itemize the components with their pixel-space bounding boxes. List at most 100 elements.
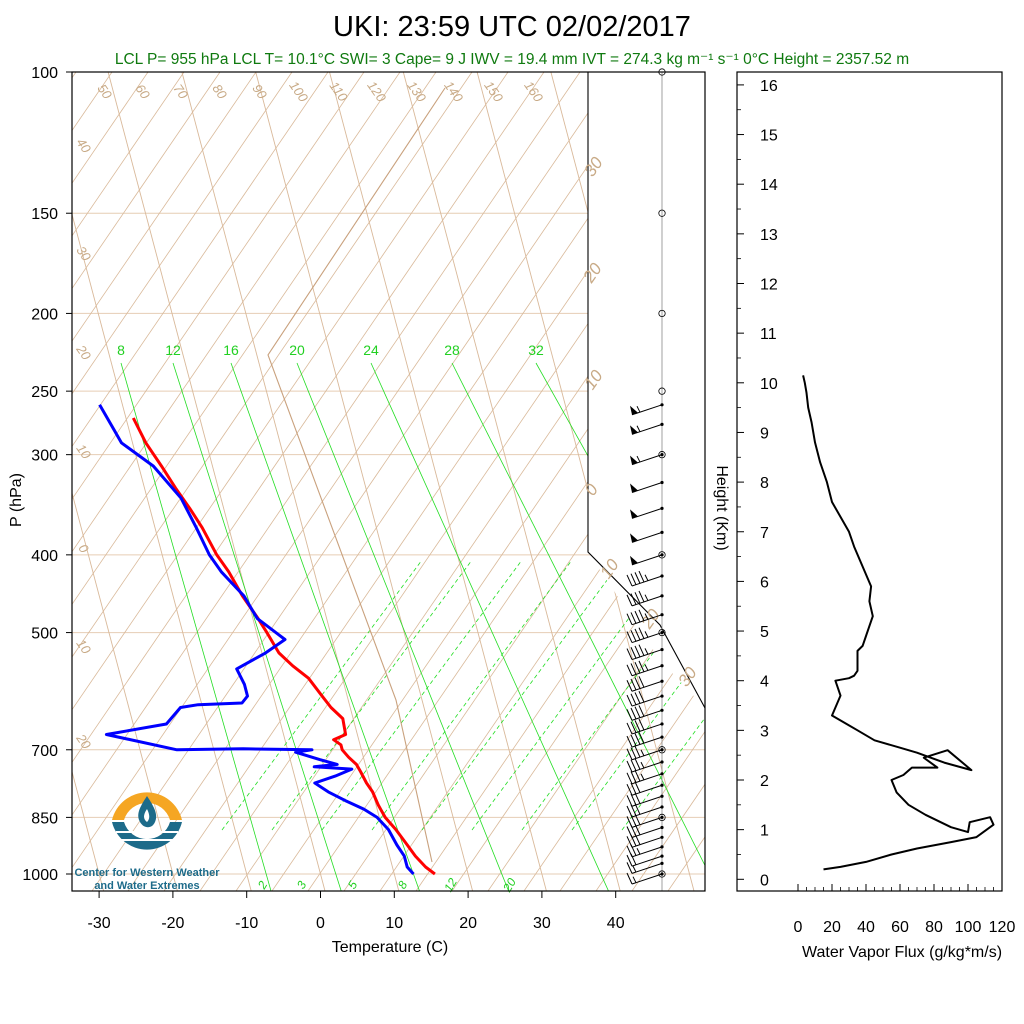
skewt-plot-frame bbox=[71, 71, 706, 892]
wind-barb bbox=[626, 609, 664, 626]
wind-barb bbox=[630, 530, 664, 543]
barb-level-marker bbox=[658, 551, 666, 559]
mixing-ratio-line bbox=[172, 362, 342, 891]
dry-adiabat-line bbox=[72, 72, 617, 869]
isotherm-label-left: 40 bbox=[73, 135, 94, 156]
dry-adiabat-line bbox=[72, 72, 185, 237]
dry-adiabat-line bbox=[72, 72, 581, 816]
moist-adiabat-line bbox=[621, 717, 705, 831]
barb-level-marker bbox=[658, 387, 666, 395]
y-tick-label: 1000 bbox=[22, 867, 58, 884]
flux-x-tick-label: 60 bbox=[891, 919, 909, 936]
isotherm-label-top: 140 bbox=[441, 78, 466, 105]
isotherm-line bbox=[255, 72, 474, 891]
flux-y-tick-label: 10 bbox=[760, 376, 778, 393]
flux-x-axis-label: Water Vapor Flux (g/kg*m/s) bbox=[802, 944, 1002, 961]
wind-barb bbox=[626, 758, 664, 773]
dry-adiabat-line bbox=[523, 625, 705, 891]
dry-adiabat-line bbox=[72, 72, 509, 711]
flux-y-tick-label: 6 bbox=[760, 574, 769, 591]
mixing-ratio-label-bottom: 12 bbox=[441, 875, 460, 894]
barb-level-marker bbox=[658, 309, 666, 318]
mixing-ratio-line bbox=[451, 362, 705, 867]
flux-series bbox=[802, 375, 995, 871]
wind-barb bbox=[626, 660, 664, 677]
isotherm-label-top: 50 bbox=[94, 81, 115, 102]
flux-x-tick-label: 40 bbox=[857, 919, 875, 936]
moist-adiabat-line bbox=[321, 559, 523, 831]
mixing-ratio-label-top: 20 bbox=[289, 342, 305, 358]
wind-barbs bbox=[626, 68, 666, 891]
skewt-x-axis-label: Temperature (C) bbox=[332, 939, 448, 956]
x-tick-label: 40 bbox=[607, 915, 625, 932]
mixing-ratio-label-top: 28 bbox=[444, 342, 460, 358]
x-tick-label: 0 bbox=[316, 915, 325, 932]
mixing-ratio-label-top: 24 bbox=[363, 342, 379, 358]
x-tick-label: 10 bbox=[385, 915, 403, 932]
flux-y-tick-label: 14 bbox=[760, 177, 778, 194]
dry-adiabat-line bbox=[72, 72, 257, 342]
flux-y-tick-label: 4 bbox=[760, 674, 769, 691]
temperature-profile-line bbox=[131, 417, 436, 876]
wind-barb bbox=[626, 844, 664, 858]
wind-barb bbox=[626, 803, 664, 818]
y-tick-label: 500 bbox=[31, 626, 58, 643]
chart-subtitle: LCL P= 955 hPa LCL T= 10.1°C SWI= 3 Cape… bbox=[115, 51, 909, 68]
dry-adiabat-line bbox=[451, 520, 705, 891]
wind-barb bbox=[630, 506, 664, 519]
flux-y-tick-label: 2 bbox=[760, 773, 769, 790]
x-tick-label: -30 bbox=[88, 915, 111, 932]
flux-y-tick-label: 12 bbox=[760, 277, 778, 294]
wind-barb bbox=[626, 676, 664, 692]
y-tick-label: 250 bbox=[31, 384, 58, 401]
wind-barb bbox=[626, 853, 664, 867]
wind-barb bbox=[626, 872, 664, 885]
moist-adiabat-line bbox=[571, 649, 705, 831]
mixing-ratio-line bbox=[370, 362, 609, 891]
isotherm-line bbox=[329, 72, 547, 891]
mixing-ratio-label-bottom: 5 bbox=[345, 878, 361, 891]
wind-barb bbox=[626, 590, 664, 607]
mixing-ratio-label-top: 32 bbox=[528, 342, 544, 358]
flux-y-tick-label: 11 bbox=[760, 326, 777, 343]
flux-y-tick-label: 9 bbox=[760, 425, 769, 442]
chart-title: UKI: 23:59 UTC 02/02/2017 bbox=[333, 11, 691, 43]
isotherm-label-top: 70 bbox=[170, 81, 191, 102]
wind-barb bbox=[630, 403, 664, 416]
logo-icon bbox=[112, 792, 182, 850]
barb-column-mask bbox=[588, 72, 705, 708]
dry-adiabat-line bbox=[595, 730, 705, 891]
barb-level-marker bbox=[658, 746, 666, 754]
dry-adiabat-line bbox=[72, 72, 437, 606]
dry-adiabat-line bbox=[72, 72, 329, 448]
dry-adiabat-line bbox=[72, 72, 401, 553]
flux-panel: 0 20 40 60 80 100 120012345678910111213141516 … bbox=[713, 71, 1015, 961]
mixing-ratio-label-bottom: 3 bbox=[294, 878, 310, 891]
moist-adiabat-line bbox=[371, 559, 573, 831]
barb-level-marker bbox=[658, 870, 666, 878]
isotherm-line bbox=[107, 72, 326, 891]
mixing-ratio-line bbox=[230, 362, 420, 891]
skewt-series bbox=[98, 404, 436, 876]
skewt-panel: 50 60 70 80 90 100 110 120 130 140 150 160403020100… bbox=[8, 65, 706, 956]
flux-x-tick-label: 80 bbox=[925, 919, 943, 936]
wind-barb bbox=[626, 833, 664, 848]
parcel-path bbox=[267, 87, 446, 863]
moist-adiabat-line bbox=[271, 559, 473, 831]
wind-barb bbox=[626, 718, 664, 735]
isotherm-label-top: 60 bbox=[132, 81, 153, 102]
y-tick-label: 100 bbox=[31, 65, 58, 82]
isotherm-label-left: 10 bbox=[73, 441, 94, 462]
isotherm-label-top: 160 bbox=[521, 78, 546, 105]
dry-adiabat-line bbox=[487, 572, 705, 891]
dry-adiabat-line bbox=[72, 72, 293, 395]
dry-adiabat-line bbox=[72, 72, 473, 658]
water-vapor-flux-line bbox=[802, 375, 995, 871]
dry-adiabat-line bbox=[559, 678, 705, 891]
wind-barb bbox=[626, 570, 664, 587]
mixing-ratio-label-top: 12 bbox=[165, 342, 181, 358]
barb-level-marker bbox=[658, 451, 666, 459]
isotherm-label-left: 20 bbox=[73, 341, 95, 363]
skewt-y-axis-label: P (hPa) bbox=[8, 473, 25, 527]
